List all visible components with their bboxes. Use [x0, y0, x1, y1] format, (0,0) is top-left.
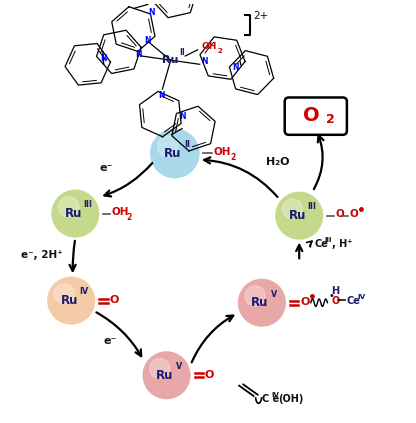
Text: Ru: Ru — [156, 369, 173, 382]
FancyArrowPatch shape — [307, 241, 312, 247]
Text: 2: 2 — [218, 48, 222, 54]
Text: H: H — [332, 286, 340, 296]
Text: N: N — [144, 36, 150, 45]
Circle shape — [282, 199, 302, 219]
Text: e⁻: e⁻ — [104, 336, 117, 346]
Text: N: N — [158, 91, 165, 100]
Text: O: O — [302, 106, 319, 125]
Text: C e: C e — [262, 394, 280, 404]
Text: N: N — [149, 8, 155, 16]
Text: 2+: 2+ — [253, 11, 268, 21]
FancyBboxPatch shape — [285, 97, 347, 135]
Text: •: • — [329, 291, 334, 302]
Text: II: II — [184, 140, 190, 149]
Text: Ru: Ru — [163, 55, 179, 65]
Circle shape — [47, 277, 95, 325]
Text: Ru: Ru — [251, 296, 268, 309]
Text: O: O — [335, 209, 344, 220]
Text: •: • — [357, 203, 366, 218]
Text: O: O — [205, 370, 214, 380]
Text: N: N — [179, 112, 186, 121]
FancyArrowPatch shape — [314, 135, 324, 189]
FancyArrowPatch shape — [192, 316, 233, 363]
Text: Ru: Ru — [64, 207, 82, 220]
Text: IV: IV — [272, 392, 280, 398]
Text: O: O — [349, 209, 358, 220]
Circle shape — [150, 358, 170, 379]
Circle shape — [54, 284, 74, 304]
Circle shape — [143, 351, 191, 399]
FancyArrowPatch shape — [204, 157, 277, 197]
Text: II: II — [179, 48, 185, 57]
Text: V: V — [271, 289, 277, 299]
Text: IV: IV — [357, 294, 366, 300]
FancyArrowPatch shape — [104, 163, 152, 196]
Text: Ru: Ru — [288, 209, 306, 222]
Circle shape — [238, 279, 286, 327]
Text: 2: 2 — [326, 113, 334, 126]
FancyArrowPatch shape — [296, 245, 302, 258]
Text: (OH): (OH) — [277, 394, 303, 404]
Text: III: III — [307, 203, 316, 212]
Circle shape — [150, 129, 200, 179]
Text: e⁻, 2H⁺: e⁻, 2H⁺ — [21, 250, 62, 260]
Text: Ce: Ce — [315, 239, 329, 249]
Text: , H⁺: , H⁺ — [332, 239, 352, 249]
Text: III: III — [324, 237, 332, 243]
Text: Ce: Ce — [347, 297, 360, 307]
Text: N: N — [100, 55, 106, 63]
Text: OH: OH — [213, 147, 231, 157]
Text: Ru: Ru — [164, 147, 181, 160]
Circle shape — [59, 197, 79, 217]
Text: V: V — [176, 362, 182, 371]
Text: O: O — [332, 297, 340, 307]
Text: O: O — [109, 295, 119, 305]
Text: OH: OH — [111, 207, 129, 217]
Text: N: N — [201, 57, 208, 66]
Text: 2: 2 — [127, 213, 132, 222]
FancyArrowPatch shape — [97, 312, 141, 356]
Text: N: N — [135, 50, 141, 59]
Circle shape — [51, 190, 99, 238]
Text: •: • — [307, 291, 317, 305]
Text: H₂O: H₂O — [266, 157, 290, 167]
Text: O: O — [300, 297, 310, 307]
FancyArrowPatch shape — [69, 241, 76, 271]
Text: 2: 2 — [230, 153, 235, 162]
Circle shape — [245, 286, 265, 306]
Text: Ru: Ru — [60, 294, 78, 307]
Text: N: N — [233, 63, 239, 72]
Text: III: III — [83, 201, 92, 209]
Circle shape — [157, 136, 178, 157]
Text: OH: OH — [202, 42, 217, 51]
Text: IV: IV — [79, 288, 88, 297]
Circle shape — [275, 192, 323, 240]
Text: e⁻: e⁻ — [100, 162, 113, 173]
